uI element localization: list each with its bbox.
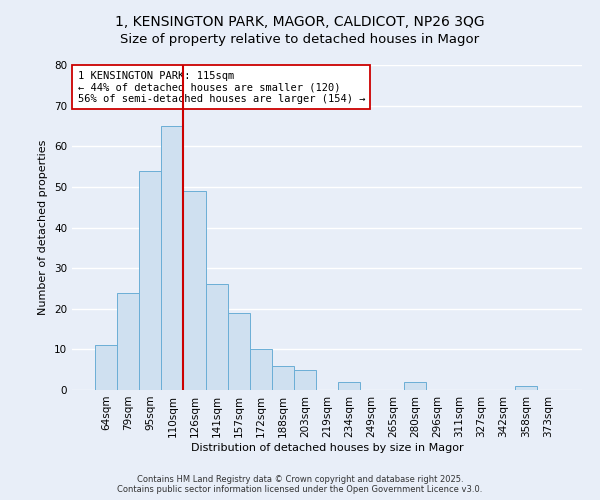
Bar (250, 350, 272, 390)
Bar (227, 313, 250, 390)
Bar (184, 191, 206, 390)
Bar (338, 382, 360, 390)
Bar (95, 346, 117, 390)
Text: 1, KENSINGTON PARK, MAGOR, CALDICOT, NP26 3QG: 1, KENSINGTON PARK, MAGOR, CALDICOT, NP2… (115, 15, 485, 29)
X-axis label: Distribution of detached houses by size in Magor: Distribution of detached houses by size … (191, 442, 463, 452)
Bar (117, 292, 139, 390)
Bar (161, 126, 184, 390)
Bar (515, 386, 537, 390)
Text: 1 KENSINGTON PARK: 115sqm
← 44% of detached houses are smaller (120)
56% of semi: 1 KENSINGTON PARK: 115sqm ← 44% of detac… (77, 70, 365, 104)
Y-axis label: Number of detached properties: Number of detached properties (38, 140, 49, 315)
Bar (272, 366, 294, 390)
Text: Contains HM Land Registry data © Crown copyright and database right 2025.
Contai: Contains HM Land Registry data © Crown c… (118, 474, 482, 494)
Text: Size of property relative to detached houses in Magor: Size of property relative to detached ho… (121, 32, 479, 46)
Bar (206, 284, 227, 390)
Bar (139, 170, 161, 390)
Bar (294, 370, 316, 390)
Bar (404, 382, 427, 390)
